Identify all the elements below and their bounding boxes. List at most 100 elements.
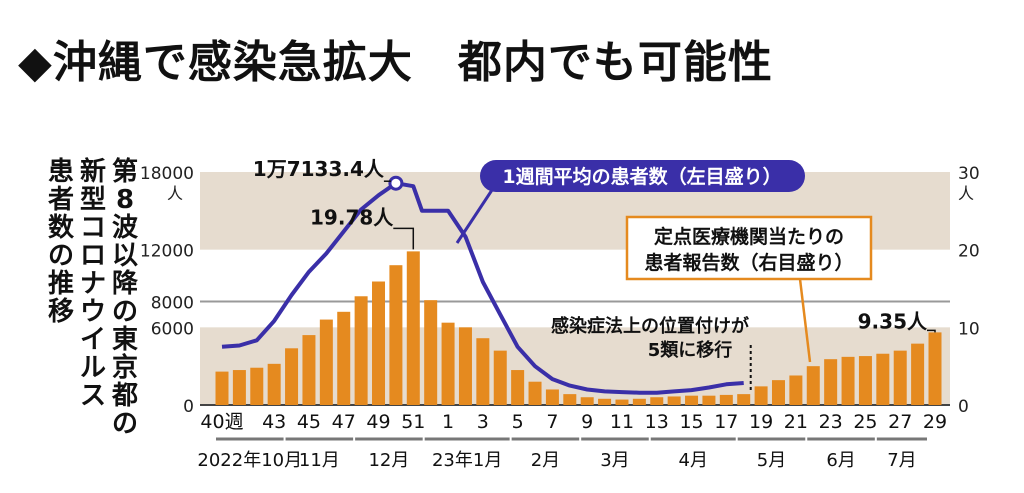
last-bar-leader — [927, 329, 936, 333]
bar — [545, 389, 559, 405]
line-peak-marker — [388, 175, 404, 191]
line-series-weekly-average — [221, 181, 744, 395]
bar — [632, 398, 646, 405]
bar — [876, 353, 890, 405]
bar-peak-leader — [393, 227, 415, 250]
bar — [424, 300, 438, 405]
x-tick-label: 9 — [581, 411, 593, 433]
x-tick-label: 51 — [401, 411, 425, 433]
x-tick-label: 23 — [819, 411, 843, 433]
bar — [685, 395, 699, 405]
last-bar-label: 9.35人 — [858, 309, 928, 333]
line-peak-label: 1万7133.4人 — [253, 157, 385, 181]
event-label-line1: 感染症法上の位置付けが — [551, 315, 749, 337]
bar — [337, 311, 351, 405]
bar — [580, 397, 594, 405]
side-title-col1: 第8波以降の東京都の — [111, 157, 138, 439]
legend-bar-box — [625, 215, 873, 281]
bar — [302, 335, 316, 405]
legend-line-pointer — [455, 189, 494, 244]
x-tick-label: 11 — [610, 411, 634, 433]
x-tick-label: 45 — [297, 411, 321, 433]
bar — [702, 395, 716, 405]
x-tick-label: 21 — [784, 411, 808, 433]
bar — [771, 380, 785, 405]
bar — [719, 394, 733, 405]
left-tick-label: 12000 — [140, 242, 194, 262]
legend-bar-label-line2: 患者報告数（右目盛り） — [644, 251, 853, 274]
legend-line-label: 1週間平均の患者数（左目盛り） — [502, 165, 781, 188]
month-label: 2022年10月 — [197, 450, 302, 471]
bar-peak-label: 19.78人 — [310, 205, 394, 229]
x-tick-label: 47 — [332, 411, 356, 433]
x-tick-label: 49 — [366, 411, 390, 433]
x-tick-label: 1 — [442, 411, 454, 433]
x-tick-label: 7 — [546, 411, 558, 433]
bar — [667, 396, 681, 405]
bar — [737, 394, 751, 405]
x-tick-label: 17 — [714, 411, 738, 433]
left-axis-unit: 人 — [167, 184, 183, 203]
bar — [493, 350, 507, 405]
legend-bar-label-line1: 定点医療機関当たりの — [654, 225, 844, 248]
bar — [511, 370, 525, 405]
month-label: 11月 — [299, 450, 340, 471]
bar — [789, 375, 803, 405]
legend-line-box — [480, 160, 805, 192]
x-tick-label: 13 — [645, 411, 669, 433]
bar — [354, 296, 368, 405]
bar — [267, 363, 281, 405]
x-tick-label: 15 — [679, 411, 703, 433]
right-tick-label: 20 — [958, 242, 980, 262]
month-label: 5月 — [757, 450, 786, 471]
right-tick-label: 30 — [958, 164, 980, 184]
bar — [476, 338, 490, 405]
bar — [858, 356, 872, 405]
left-tick-label: 0 — [183, 397, 194, 417]
bar — [806, 366, 820, 405]
bar — [250, 367, 264, 405]
bar — [406, 251, 420, 405]
bar — [598, 398, 612, 405]
legend-bar-pointer — [798, 278, 812, 363]
bar — [285, 348, 299, 405]
bar — [650, 397, 664, 405]
left-tick-label: 18000 — [140, 164, 194, 184]
month-label: 4月 — [679, 450, 708, 471]
chart-headline: ◆沖縄で感染急拡大 都内でも可能性 — [18, 37, 773, 88]
x-tick-label: 29 — [923, 411, 947, 433]
left-tick-label: 8000 — [151, 293, 194, 313]
event-label-line2: 5類に移行 — [648, 339, 733, 361]
bar — [215, 371, 229, 405]
bar — [841, 356, 855, 405]
x-tick-label: 3 — [477, 411, 489, 433]
month-label: 3月 — [600, 450, 629, 471]
bar — [528, 381, 542, 405]
bar — [563, 394, 577, 405]
side-title-col3: 患者数の推移 — [47, 157, 74, 327]
x-tick-label: 5 — [512, 411, 524, 433]
left-tick-label: 6000 — [151, 319, 194, 339]
bar — [389, 265, 403, 405]
bar — [824, 359, 838, 405]
right-axis-unit: 人 — [958, 184, 974, 203]
month-label: 6月 — [826, 450, 855, 471]
right-tick-label: 0 — [958, 397, 969, 417]
bar — [232, 370, 246, 405]
month-label: 12月 — [368, 450, 409, 471]
x-tick-label: 27 — [888, 411, 912, 433]
bar — [754, 386, 768, 405]
x-tick-label: 25 — [853, 411, 877, 433]
bar — [319, 319, 333, 405]
bar — [441, 322, 455, 405]
x-tick-label: 40週 — [200, 411, 243, 433]
right-tick-label: 10 — [958, 319, 980, 339]
bar — [893, 350, 907, 405]
bar — [615, 399, 629, 405]
bar — [928, 332, 942, 405]
month-label: 7月 — [887, 450, 916, 471]
month-label: 2月 — [531, 450, 560, 471]
bar — [372, 281, 386, 405]
bar — [458, 327, 472, 405]
